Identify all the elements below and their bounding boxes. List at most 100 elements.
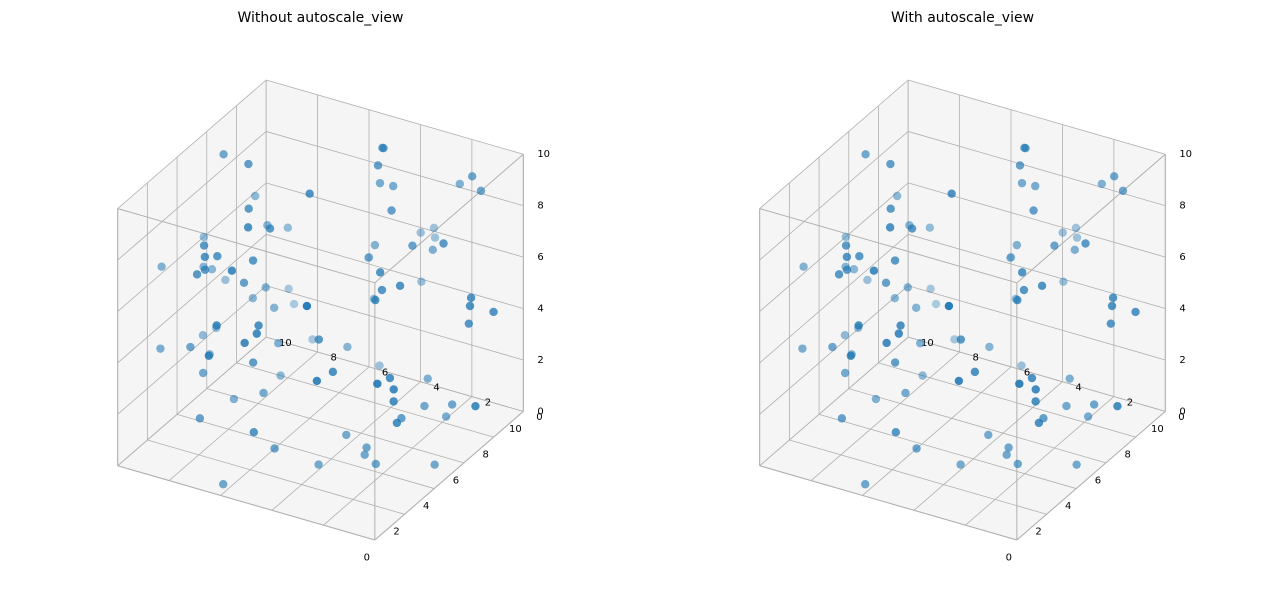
scatter-marker	[389, 397, 397, 405]
scatter-marker	[1028, 374, 1036, 382]
scatter-marker	[892, 428, 900, 436]
scatter3d-left: 024681002468100246810	[0, 0, 641, 600]
scatter-marker	[393, 419, 401, 427]
scatter-marker	[1110, 172, 1118, 180]
scatter-marker	[896, 321, 904, 329]
scatter-marker	[375, 361, 383, 369]
scatter-marker	[387, 206, 395, 214]
scatter-marker	[199, 263, 207, 271]
scatter-marker	[1004, 443, 1012, 451]
scatter-marker	[390, 385, 398, 393]
scatter-marker	[916, 339, 924, 347]
scatter-marker	[371, 296, 379, 304]
scatter-marker	[870, 267, 878, 275]
scatter-marker	[262, 283, 270, 291]
y-tick-label: 2	[1127, 397, 1133, 408]
scatter-marker	[842, 233, 850, 241]
z-tick-label: 10	[1179, 149, 1192, 160]
scatter-marker	[329, 368, 337, 376]
scatter-marker	[396, 282, 404, 290]
scatter-marker	[424, 374, 432, 382]
scatter-marker	[1016, 161, 1024, 169]
y-tick-label: 4	[1075, 382, 1081, 393]
scatter-marker	[254, 321, 262, 329]
scatter-marker	[904, 283, 912, 291]
scatter-marker	[186, 343, 194, 351]
scatter-marker	[799, 263, 807, 271]
scatter-marker	[1031, 397, 1039, 405]
scatter-marker	[430, 460, 438, 468]
scatter-marker	[861, 480, 869, 488]
z-tick-label: 6	[537, 252, 543, 263]
scatter-marker	[431, 233, 439, 241]
scatter-marker	[1013, 296, 1021, 304]
scatter-marker	[957, 335, 965, 343]
scatter-marker	[926, 224, 934, 232]
scatter-marker	[200, 233, 208, 241]
scatter-marker	[1050, 241, 1058, 249]
scatter-marker	[1018, 268, 1026, 276]
scatter-marker	[1035, 419, 1043, 427]
panel-with-autoscale: With autoscale_view 02468100246810024681…	[642, 0, 1283, 600]
y-tick-label: 2	[485, 397, 491, 408]
scatter-marker	[429, 246, 437, 254]
z-tick-label: 10	[537, 149, 550, 160]
z-tick-label: 8	[537, 201, 543, 212]
scatter-marker	[850, 265, 858, 273]
scatter-marker	[861, 150, 869, 158]
scatter-marker	[947, 190, 955, 198]
scatter-marker	[250, 428, 258, 436]
scatter-marker	[477, 187, 485, 195]
scatter-marker	[364, 254, 372, 262]
x-tick-label: 8	[482, 450, 488, 461]
scatter-marker	[1071, 246, 1079, 254]
scatter-marker	[1059, 277, 1067, 285]
scatter-marker	[1038, 282, 1046, 290]
scatter-marker	[376, 179, 384, 187]
y-tick-label: 8	[972, 353, 978, 364]
scatter-marker	[955, 377, 963, 385]
scatter-marker	[360, 451, 368, 459]
scatter-marker	[196, 414, 204, 422]
x-tick-label: 8	[1124, 450, 1130, 461]
scatter-marker	[342, 431, 350, 439]
z-tick-label: 2	[1179, 355, 1185, 366]
panel-without-autoscale: Without autoscale_view 02468100246810024…	[0, 0, 641, 600]
scatter-marker	[945, 302, 953, 310]
scatter-marker	[901, 389, 909, 397]
scatter-marker	[466, 302, 474, 310]
scatter-marker	[230, 395, 238, 403]
scatter-marker	[828, 343, 836, 351]
scatter-marker	[1021, 144, 1029, 152]
scatter-marker	[408, 241, 416, 249]
scatter-marker	[882, 339, 890, 347]
scatter-marker	[841, 369, 849, 377]
scatter-marker	[199, 331, 207, 339]
scatter-marker	[886, 160, 894, 168]
scatter-marker	[221, 276, 229, 284]
scatter-marker	[471, 402, 479, 410]
scatter3d-right: 024681002468100246810	[642, 0, 1283, 600]
scatter-marker	[985, 343, 993, 351]
scatter-marker	[1072, 460, 1080, 468]
scatter-marker	[284, 224, 292, 232]
scatter-marker	[416, 228, 424, 236]
scatter-marker	[886, 223, 894, 231]
scatter-marker	[1014, 460, 1022, 468]
scatter-marker	[1062, 402, 1070, 410]
scatter-marker	[290, 300, 298, 308]
scatter-marker	[362, 443, 370, 451]
scatter-marker	[1002, 451, 1010, 459]
scatter-marker	[266, 224, 274, 232]
scatter-marker	[893, 192, 901, 200]
scatter-marker	[240, 279, 248, 287]
scatter-marker	[213, 252, 221, 260]
scatter-marker	[1017, 361, 1025, 369]
scatter-marker	[465, 319, 473, 327]
scatter-marker	[838, 414, 846, 422]
scatter-marker	[1108, 302, 1116, 310]
x-tick-label: 2	[1035, 527, 1041, 538]
scatter-marker	[1058, 228, 1066, 236]
scatter-marker	[855, 252, 863, 260]
scatter-marker	[926, 285, 934, 293]
